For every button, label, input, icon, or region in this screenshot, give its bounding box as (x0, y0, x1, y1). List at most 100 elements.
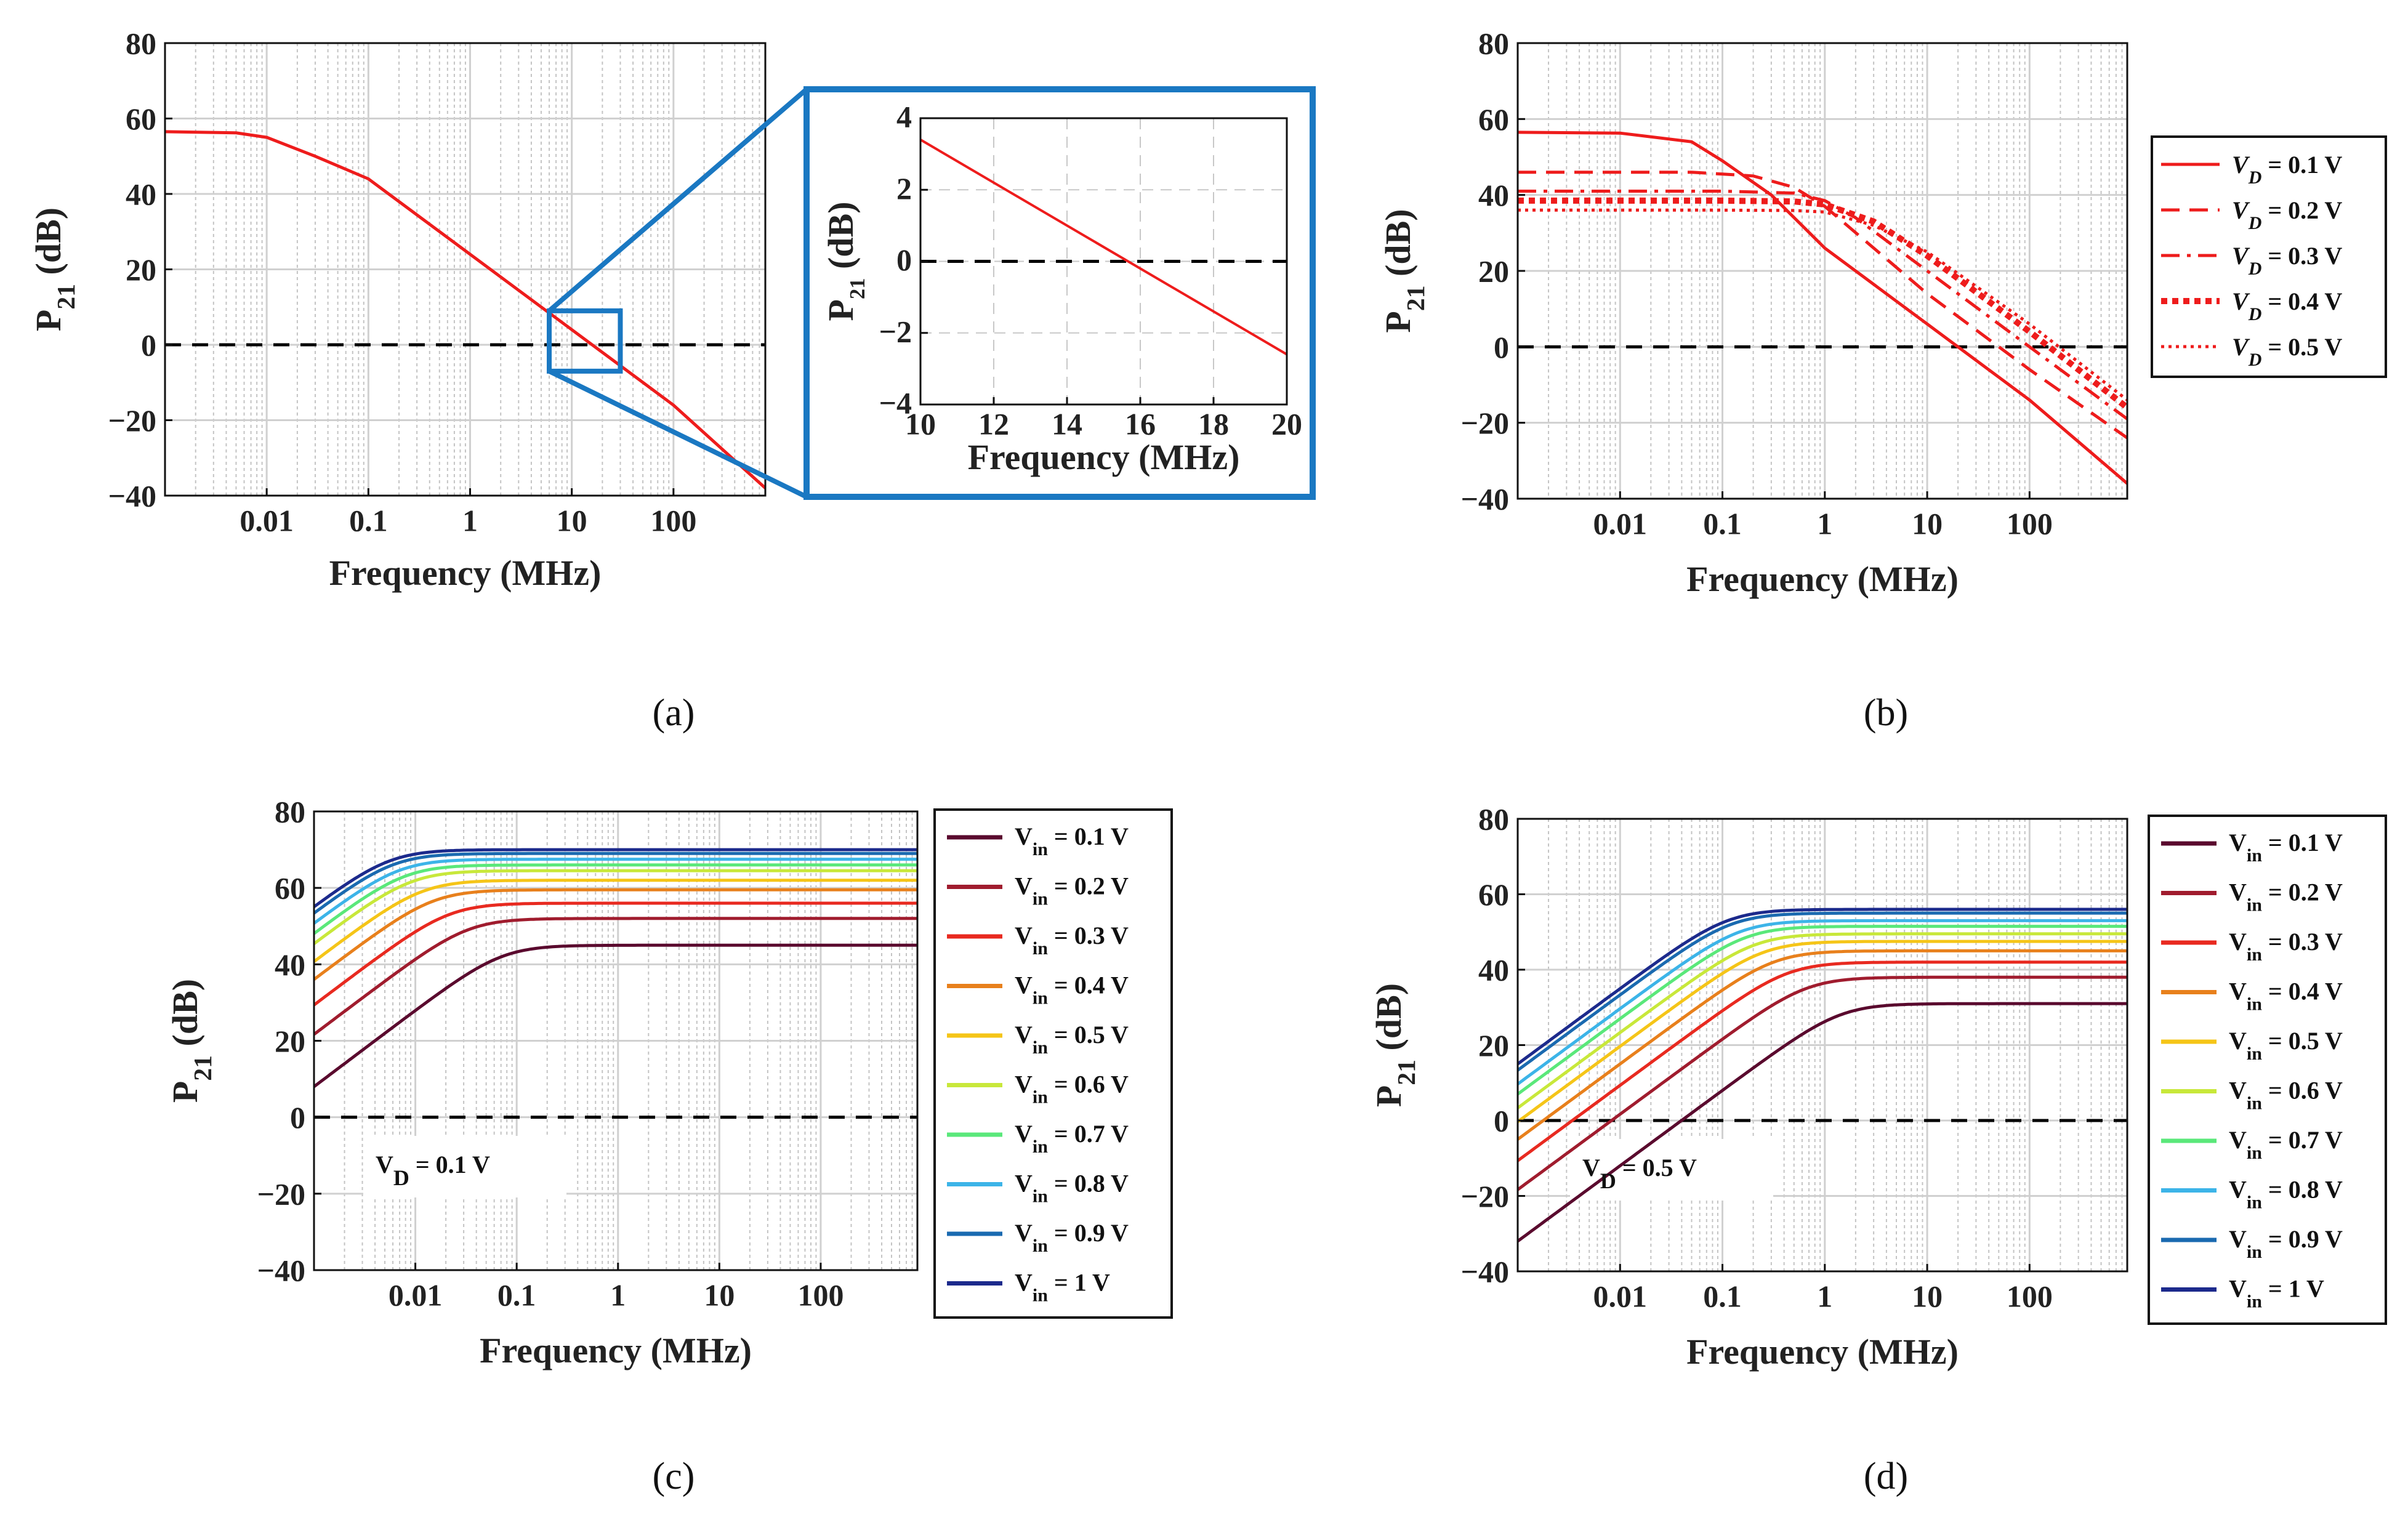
x-axis-label: Frequency (MHz) (1686, 1332, 1959, 1372)
legend-label: Vin = 0.9 V (1015, 1219, 1129, 1256)
zoom-box (547, 308, 623, 374)
series-line (1518, 949, 2127, 1141)
legend-label: Vin = 0.8 V (1015, 1170, 1129, 1207)
y-tick-label: 0 (896, 243, 912, 277)
x-tick-label: 0.01 (389, 1278, 443, 1313)
legend-label: Vin = 0.2 V (1015, 872, 1129, 909)
y-tick-label: 80 (1478, 802, 1509, 837)
series-line (1518, 975, 2127, 1191)
legend-label: Vin = 0.7 V (1015, 1120, 1129, 1157)
series-line (314, 869, 917, 945)
series-line (1518, 1002, 2127, 1243)
y-tick-label: 0 (1494, 1104, 1509, 1138)
series-line (314, 943, 917, 1088)
y-axis-label: P21 (dB) (165, 979, 217, 1103)
series-line (1518, 907, 2127, 1066)
inset-border (803, 86, 1316, 500)
x-axis-label: Frequency (MHz) (329, 553, 602, 593)
legend-label: VD = 0.4 V (2232, 288, 2342, 324)
legend-label: Vin = 0.4 V (2229, 978, 2343, 1015)
y-tick-label: −40 (1461, 482, 1510, 517)
y-axis-label: P21 (dB) (1378, 209, 1430, 332)
series-line (314, 863, 917, 935)
grid-c (314, 811, 917, 1270)
x-tick-label: 0.1 (1703, 507, 1742, 541)
y-tick-label: 0 (141, 328, 156, 363)
series-line (165, 130, 765, 489)
legend-label: Vin = 0.9 V (2229, 1225, 2343, 1262)
x-axis-label: Frequency (MHz) (968, 437, 1240, 477)
x-tick-label: 10 (704, 1278, 735, 1313)
y-tick-label: 60 (275, 871, 305, 906)
x-tick-label: 1 (610, 1278, 626, 1313)
series-line (1518, 131, 2127, 485)
series-line (1518, 932, 2127, 1109)
series-line (1518, 911, 2127, 1072)
zoom-connector (547, 87, 808, 313)
series-line (314, 851, 917, 915)
zoom-connector (548, 369, 808, 499)
grid-b (1518, 43, 2127, 499)
annotation: VD = 0.1 V (376, 1151, 490, 1190)
x-tick-label: 1 (1817, 1279, 1832, 1314)
legend-label: Vin = 0.7 V (2229, 1126, 2343, 1163)
y-axis-label: P21 (dB) (821, 201, 869, 321)
x-tick-label: 10 (905, 406, 936, 441)
x-tick-label: 12 (978, 406, 1009, 441)
legend-label: Vin = 1 V (1015, 1269, 1110, 1306)
x-tick-label: 0.1 (349, 504, 388, 538)
y-tick-label: 60 (126, 102, 156, 136)
legend: Vin = 0.1 V Vin = 0.2 V Vin = 0.3 V Vin = 0… (933, 808, 1173, 1319)
legend-label: Vin = 1 V (2229, 1275, 2324, 1312)
x-tick-label: 0.1 (497, 1278, 536, 1313)
y-tick-label: −20 (1461, 406, 1510, 440)
caption-d: (d) (1864, 1455, 1908, 1497)
y-tick-label: −4 (879, 386, 912, 420)
x-tick-label: 20 (1271, 406, 1302, 441)
y-tick-label: −40 (257, 1253, 306, 1288)
x-axis-label: Frequency (MHz) (480, 1330, 752, 1370)
y-tick-label: 80 (126, 26, 156, 61)
x-tick-label: 0.01 (240, 504, 294, 538)
legend-label: Vin = 0.3 V (1015, 922, 1129, 959)
legend-label: Vin = 0.8 V (2229, 1176, 2343, 1213)
y-tick-label: 40 (275, 948, 305, 982)
y-axis-label: P21 (dB) (1369, 983, 1421, 1107)
series-line (1518, 171, 2127, 440)
y-axis-label: P21 (dB) (28, 207, 81, 331)
series-line (920, 139, 1287, 356)
series-line (314, 901, 917, 1007)
x-tick-label: 0.01 (1593, 1279, 1648, 1314)
y-tick-label: −20 (1461, 1179, 1510, 1213)
x-tick-label: 0.1 (1703, 1279, 1742, 1314)
x-tick-label: 10 (1912, 507, 1943, 541)
x-axis-label: Frequency (MHz) (1686, 559, 1959, 599)
y-tick-label: 40 (1478, 178, 1509, 212)
annotation-bg (1570, 1139, 1773, 1201)
y-tick-label: 20 (1478, 1028, 1509, 1063)
plot-d: 0.01 0.1 1 10 100 80 60 40 20 0 −20 −40 Frequency (M… (1369, 802, 2387, 1372)
series-line (314, 858, 917, 925)
legend: Vin = 0.1 V Vin = 0.2 V Vin = 0.3 V Vin = 0… (2148, 815, 2387, 1325)
x-tick-label: 14 (1052, 406, 1082, 441)
series-line (1518, 919, 2127, 1085)
series-line (314, 917, 917, 1036)
series-line (1518, 940, 2127, 1124)
y-tick-label: 20 (275, 1024, 305, 1058)
series-line (1518, 925, 2127, 1096)
series-line (1518, 190, 2127, 420)
x-tick-label: 10 (1912, 1279, 1943, 1314)
x-tick-label: 100 (797, 1278, 844, 1313)
legend-label: Vin = 0.6 V (2229, 1077, 2343, 1114)
legend-label: Vin = 0.6 V (1015, 1071, 1129, 1108)
legend: VD = 0.1 V VD = 0.2 V VD = 0.3 V VD = 0.4 V… (2151, 135, 2387, 378)
x-tick-label: 10 (557, 504, 587, 538)
x-tick-label: 100 (2007, 1279, 2053, 1314)
legend-label: Vin = 0.5 V (2229, 1027, 2343, 1064)
grid-d (1518, 819, 2127, 1271)
y-tick-label: 40 (126, 177, 156, 212)
y-tick-label: 80 (275, 795, 305, 829)
x-tick-label: 100 (2007, 507, 2053, 541)
